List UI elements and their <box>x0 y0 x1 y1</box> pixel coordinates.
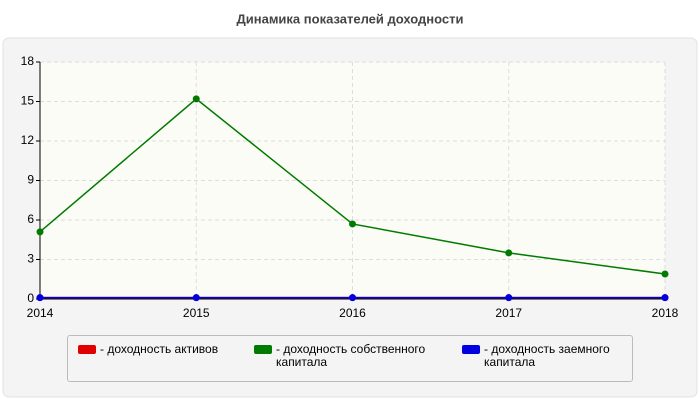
legend-item: - доходность собственного капитала <box>254 343 446 369</box>
point <box>349 220 356 228</box>
y-tick-label: 3 <box>27 252 34 266</box>
legend-swatch <box>462 345 480 354</box>
legend-item: - доходность заемного капитала <box>462 343 634 369</box>
legend-item: - доходность активов <box>78 343 250 356</box>
x-tick-label: 2016 <box>339 306 366 320</box>
legend-swatch <box>254 345 272 354</box>
y-tick-label: 9 <box>27 173 34 187</box>
point <box>505 294 513 302</box>
point <box>661 270 669 278</box>
x-tick-label: 2017 <box>495 306 522 320</box>
y-tick-label: 6 <box>27 212 34 226</box>
legend-label: - доходность активов <box>100 342 219 356</box>
x-tick-label: 2014 <box>27 306 54 320</box>
y-tick-label: 0 <box>27 291 34 305</box>
legend: - доходность активов - доходность собстве… <box>67 335 633 382</box>
point <box>661 294 669 302</box>
y-tick-label: 15 <box>21 94 35 108</box>
legend-label: - доходность собственного капитала <box>276 342 426 369</box>
x-tick-label: 2018 <box>652 306 679 320</box>
chart-title: Динамика показателей доходности <box>236 11 463 26</box>
point <box>36 228 44 236</box>
x-tick-label: 2015 <box>183 306 210 320</box>
point <box>36 294 44 302</box>
legend-label: - доходность заемного капитала <box>484 342 610 369</box>
point <box>349 294 356 302</box>
legend-swatch <box>78 345 96 354</box>
point <box>505 249 513 257</box>
point <box>192 95 200 103</box>
point <box>192 294 200 302</box>
y-tick-label: 12 <box>21 133 35 147</box>
y-tick-label: 18 <box>21 54 35 68</box>
